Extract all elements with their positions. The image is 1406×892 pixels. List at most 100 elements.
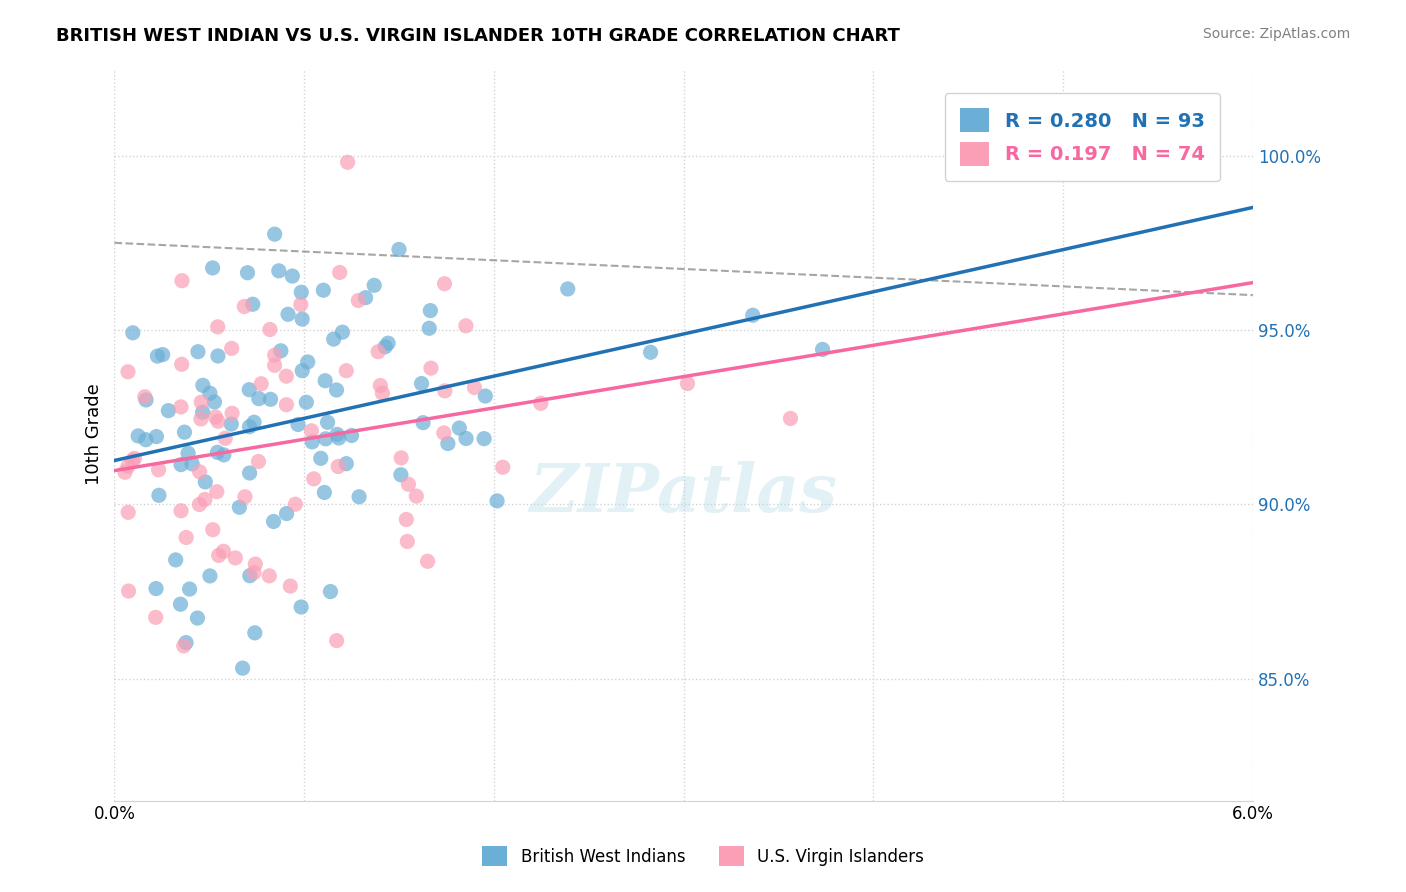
British West Indians xyxy=(454,432,477,446)
British West Indians xyxy=(309,451,332,466)
British West Indians xyxy=(207,445,229,459)
U.S. Virgin Islanders xyxy=(204,409,226,424)
U.S. Virgin Islanders xyxy=(170,274,193,288)
Text: BRITISH WEST INDIAN VS U.S. VIRGIN ISLANDER 10TH GRADE CORRELATION CHART: BRITISH WEST INDIAN VS U.S. VIRGIN ISLAN… xyxy=(56,27,900,45)
British West Indians xyxy=(297,355,319,369)
British West Indians xyxy=(236,266,259,280)
British West Indians xyxy=(295,395,318,409)
U.S. Virgin Islanders xyxy=(396,534,419,549)
British West Indians xyxy=(418,321,440,335)
British West Indians xyxy=(187,344,209,359)
U.S. Virgin Islanders xyxy=(259,322,281,336)
U.S. Virgin Islanders xyxy=(205,484,228,499)
British West Indians xyxy=(314,374,336,388)
U.S. Virgin Islanders xyxy=(530,396,553,410)
British West Indians xyxy=(741,308,763,322)
U.S. Virgin Islanders xyxy=(214,431,236,445)
U.S. Virgin Islanders xyxy=(389,450,412,465)
British West Indians xyxy=(354,291,377,305)
U.S. Virgin Islanders xyxy=(194,492,217,507)
British West Indians xyxy=(290,600,312,615)
U.S. Virgin Islanders xyxy=(367,344,389,359)
British West Indians xyxy=(315,432,337,446)
British West Indians xyxy=(145,429,167,443)
U.S. Virgin Islanders xyxy=(454,318,477,333)
British West Indians xyxy=(340,428,363,442)
British West Indians xyxy=(201,260,224,275)
British West Indians xyxy=(170,458,193,472)
British West Indians xyxy=(557,282,579,296)
British West Indians xyxy=(319,584,342,599)
British West Indians xyxy=(146,349,169,363)
U.S. Virgin Islanders xyxy=(395,512,418,526)
British West Indians xyxy=(169,597,191,611)
British West Indians xyxy=(377,336,399,351)
British West Indians xyxy=(312,283,335,297)
U.S. Virgin Islanders xyxy=(463,380,485,394)
U.S. Virgin Islanders xyxy=(190,412,212,426)
U.S. Virgin Islanders xyxy=(336,155,359,169)
British West Indians xyxy=(437,436,460,450)
British West Indians xyxy=(181,457,204,471)
U.S. Virgin Islanders xyxy=(221,406,243,420)
U.S. Virgin Islanders xyxy=(420,361,443,376)
U.S. Virgin Islanders xyxy=(224,550,246,565)
U.S. Virgin Islanders xyxy=(329,265,352,279)
U.S. Virgin Islanders xyxy=(247,454,270,468)
U.S. Virgin Islanders xyxy=(121,453,143,467)
U.S. Virgin Islanders xyxy=(145,610,167,624)
U.S. Virgin Islanders xyxy=(416,554,439,568)
British West Indians xyxy=(412,416,434,430)
British West Indians xyxy=(174,635,197,649)
U.S. Virgin Islanders xyxy=(201,523,224,537)
British West Indians xyxy=(165,553,187,567)
U.S. Virgin Islanders xyxy=(173,639,195,653)
U.S. Virgin Islanders xyxy=(250,376,273,391)
British West Indians xyxy=(326,427,349,442)
British West Indians xyxy=(322,332,344,346)
Legend: R = 0.280   N = 93, R = 0.197   N = 74: R = 0.280 N = 93, R = 0.197 N = 74 xyxy=(945,93,1220,181)
U.S. Virgin Islanders xyxy=(188,498,211,512)
U.S. Virgin Islanders xyxy=(433,277,456,291)
British West Indians xyxy=(191,378,214,392)
British West Indians xyxy=(259,392,281,407)
U.S. Virgin Islanders xyxy=(207,319,229,334)
British West Indians xyxy=(388,243,411,257)
U.S. Virgin Islanders xyxy=(124,451,146,466)
U.S. Virgin Islanders xyxy=(263,359,285,373)
British West Indians xyxy=(173,425,195,439)
British West Indians xyxy=(291,312,314,326)
British West Indians xyxy=(281,269,304,284)
U.S. Virgin Islanders xyxy=(370,378,392,392)
British West Indians xyxy=(332,325,354,339)
British West Indians xyxy=(243,415,266,429)
U.S. Virgin Islanders xyxy=(233,300,256,314)
U.S. Virgin Islanders xyxy=(398,477,420,491)
British West Indians xyxy=(127,429,149,443)
Text: Source: ZipAtlas.com: Source: ZipAtlas.com xyxy=(1202,27,1350,41)
U.S. Virgin Islanders xyxy=(208,549,231,563)
U.S. Virgin Islanders xyxy=(299,424,322,438)
U.S. Virgin Islanders xyxy=(117,459,139,474)
British West Indians xyxy=(419,303,441,318)
U.S. Virgin Islanders xyxy=(276,398,298,412)
British West Indians xyxy=(191,405,214,419)
British West Indians xyxy=(152,348,174,362)
British West Indians xyxy=(239,568,262,582)
British West Indians xyxy=(221,417,243,431)
British West Indians xyxy=(301,434,323,449)
U.S. Virgin Islanders xyxy=(243,566,266,580)
British West Indians xyxy=(135,433,157,447)
British West Indians xyxy=(316,415,339,429)
U.S. Virgin Islanders xyxy=(117,584,139,599)
British West Indians xyxy=(374,340,396,354)
U.S. Virgin Islanders xyxy=(325,633,347,648)
British West Indians xyxy=(247,392,270,406)
British West Indians xyxy=(347,490,370,504)
British West Indians xyxy=(198,569,221,583)
British West Indians xyxy=(486,494,509,508)
U.S. Virgin Islanders xyxy=(188,465,211,479)
Y-axis label: 10th Grade: 10th Grade xyxy=(86,384,103,485)
British West Indians xyxy=(121,326,143,340)
British West Indians xyxy=(389,467,412,482)
